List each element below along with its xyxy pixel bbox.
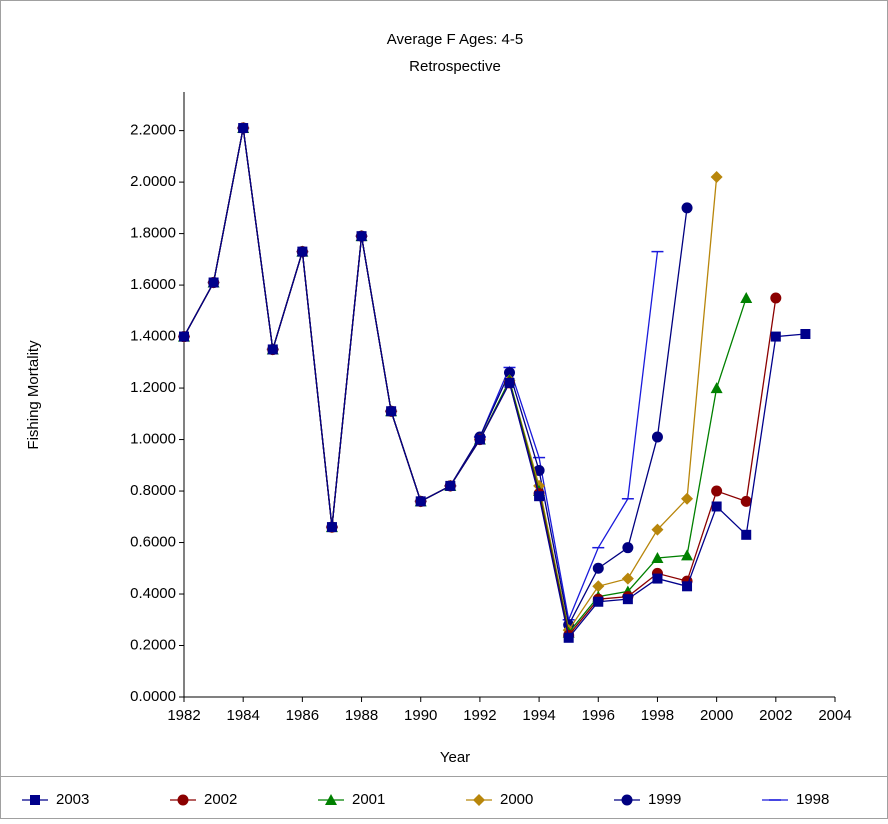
x-tick-label: 1986 — [286, 707, 319, 724]
marker — [297, 246, 308, 257]
marker — [592, 580, 605, 593]
marker — [208, 277, 219, 288]
marker — [681, 202, 693, 214]
marker — [800, 329, 811, 339]
y-tick-label: 0.8000 — [130, 482, 176, 499]
marker — [622, 542, 634, 554]
y-tick-label: 0.2000 — [130, 636, 176, 653]
x-tick-label: 1990 — [404, 707, 437, 724]
x-tick-label: 1996 — [582, 707, 615, 724]
marker — [770, 292, 782, 304]
legend-label: 1999 — [648, 791, 681, 808]
marker — [621, 572, 634, 585]
marker — [445, 480, 456, 491]
marker — [651, 431, 663, 443]
y-tick-label: 0.6000 — [130, 534, 176, 551]
chart-subtitle: Retrospective — [409, 58, 501, 75]
marker — [592, 562, 604, 574]
marker — [740, 291, 753, 303]
marker — [504, 377, 515, 388]
marker — [651, 551, 664, 563]
marker — [238, 123, 249, 134]
x-tick-label: 1988 — [345, 707, 378, 724]
x-axis-label: Year — [440, 749, 470, 766]
marker — [386, 406, 397, 417]
y-tick-label: 1.8000 — [130, 225, 176, 242]
marker — [267, 344, 278, 355]
legend-label: 2001 — [352, 791, 385, 808]
marker — [741, 529, 752, 540]
marker — [710, 382, 723, 394]
marker — [710, 170, 723, 183]
marker — [179, 331, 189, 342]
marker — [711, 485, 723, 497]
marker — [622, 594, 633, 605]
marker — [651, 523, 664, 536]
series-line — [183, 127, 806, 640]
x-tick-label: 1998 — [641, 707, 674, 724]
marker — [533, 464, 545, 476]
x-tick-label: 1984 — [226, 707, 259, 724]
x-tick-label: 1994 — [522, 707, 555, 724]
marker — [682, 581, 693, 592]
marker — [326, 522, 337, 533]
marker — [534, 491, 545, 502]
legend-marker — [473, 794, 485, 806]
y-tick-label: 1.6000 — [130, 276, 176, 293]
marker — [563, 632, 574, 643]
legend-marker — [177, 794, 189, 806]
x-tick-label: 1992 — [463, 707, 496, 724]
y-tick-label: 0.0000 — [130, 688, 176, 705]
y-axis-label: Fishing Mortality — [25, 340, 42, 450]
y-tick-label: 1.2000 — [130, 379, 176, 396]
y-tick-label: 2.2000 — [130, 122, 176, 139]
marker — [356, 231, 367, 242]
chart-title: Average F Ages: 4-5 — [387, 31, 523, 48]
y-tick-label: 1.0000 — [130, 431, 176, 448]
legend-label: 2002 — [204, 791, 237, 808]
legend-marker — [621, 794, 633, 806]
marker — [593, 596, 604, 607]
marker — [681, 492, 694, 505]
marker — [415, 496, 426, 507]
x-tick-label: 1982 — [167, 707, 200, 724]
marker — [681, 549, 694, 561]
x-tick-label: 2002 — [759, 707, 792, 724]
y-tick-label: 0.4000 — [130, 585, 176, 602]
x-tick-label: 2004 — [818, 707, 851, 724]
marker — [504, 367, 515, 379]
marker — [770, 331, 781, 342]
legend-marker — [30, 795, 40, 805]
marker — [474, 434, 485, 445]
marker — [740, 495, 752, 507]
y-tick-label: 1.4000 — [130, 328, 176, 345]
x-tick-label: 2000 — [700, 707, 733, 724]
marker — [652, 573, 663, 584]
y-tick-label: 2.0000 — [130, 173, 176, 190]
legend-label: 2000 — [500, 791, 533, 808]
marker — [711, 501, 722, 512]
legend-marker — [325, 794, 337, 805]
legend-label: 2003 — [56, 791, 89, 808]
legend-label: 1998 — [796, 791, 829, 808]
